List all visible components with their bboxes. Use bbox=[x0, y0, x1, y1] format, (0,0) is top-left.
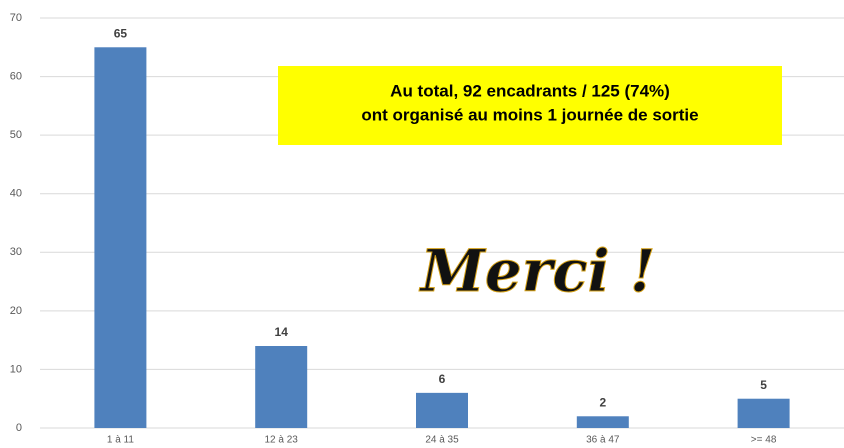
annotation-box bbox=[278, 66, 782, 145]
value-label: 6 bbox=[439, 372, 446, 386]
y-tick-label: 20 bbox=[10, 305, 22, 317]
x-tick-label: 24 à 35 bbox=[425, 435, 459, 446]
y-tick-label: 60 bbox=[10, 70, 22, 82]
value-label: 5 bbox=[760, 378, 767, 392]
y-tick-label: 10 bbox=[10, 363, 22, 375]
merci-text: Merci ! bbox=[419, 237, 656, 305]
bar bbox=[576, 416, 629, 428]
value-label: 2 bbox=[599, 395, 606, 409]
bar bbox=[416, 392, 468, 428]
annotation: Au total, 92 encadrants / 125 (74%) bbox=[390, 81, 670, 100]
annotation: ont organisé au moins 1 journée de sorti… bbox=[361, 105, 698, 124]
y-tick-label: 70 bbox=[10, 12, 22, 24]
bar bbox=[255, 346, 308, 428]
value-label: 65 bbox=[114, 26, 128, 40]
y-tick-label: 50 bbox=[10, 129, 22, 141]
x-tick-label: 12 à 23 bbox=[265, 435, 299, 446]
y-tick-label: 30 bbox=[10, 246, 22, 258]
y-tick-label: 0 bbox=[16, 422, 22, 434]
bar bbox=[94, 47, 147, 429]
x-tick-label: 36 à 47 bbox=[586, 435, 620, 446]
value-label: 14 bbox=[275, 325, 289, 339]
x-tick-label: 1 à 11 bbox=[107, 435, 134, 446]
y-tick-label: 40 bbox=[10, 188, 22, 200]
x-tick-label: >= 48 bbox=[751, 435, 777, 446]
bar bbox=[737, 398, 790, 428]
